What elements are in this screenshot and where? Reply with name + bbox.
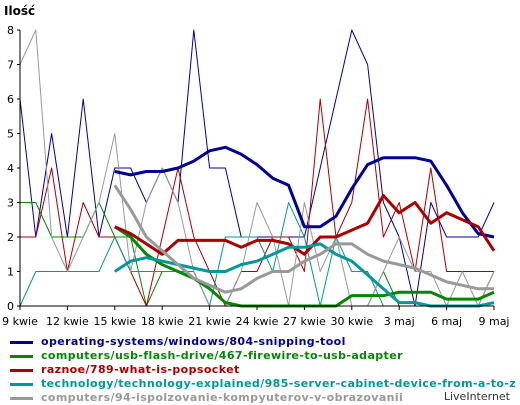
y-axis-label: Ilość — [4, 4, 36, 18]
legend-swatch — [10, 354, 33, 358]
legend-swatch — [10, 382, 33, 386]
axes — [17, 29, 495, 310]
series-lines — [19, 29, 496, 308]
legend-label: raznoe/789-what-is-popsocket — [41, 363, 240, 376]
legend-label: computers/usb-flash-drive/467-firewire-t… — [41, 349, 403, 362]
y-tick-label: 1 — [7, 266, 14, 279]
x-tick-label: 6 maj — [431, 315, 462, 328]
legend-item: technology/technology-explained/985-serv… — [10, 377, 516, 391]
series-line-avg — [114, 194, 496, 256]
legend-item: computers/usb-flash-drive/467-firewire-t… — [10, 349, 516, 363]
tick-labels: 0 1 2 3 4 5 6 7 8 9 kwie 12 kwie 15 kwie 18 kwie 21 k… — [2, 24, 509, 328]
legend-label: technology/technology-explained/985-serv… — [41, 377, 517, 390]
legend-swatch — [10, 340, 33, 344]
legend-swatch — [10, 368, 33, 372]
legend-label: operating-systems/windows/804-snipping-t… — [41, 335, 346, 348]
x-tick-label: 24 kwie — [236, 315, 279, 328]
line-chart: 0 1 2 3 4 5 6 7 8 9 kwie 12 kwie 15 kwie 18 kwie 21 k… — [2, 24, 509, 328]
x-tick-label: 9 maj — [478, 315, 509, 328]
y-tick-label: 0 — [7, 300, 14, 313]
y-tick-label: 7 — [7, 59, 14, 72]
y-tick-label: 8 — [7, 24, 14, 37]
legend-item: computers/94-ispolzovanie-kompyuterov-v-… — [10, 391, 516, 405]
legend-swatch — [10, 396, 33, 400]
series-line-avg — [114, 145, 495, 239]
y-tick-label: 4 — [7, 162, 14, 175]
x-tick-label: 18 kwie — [141, 315, 184, 328]
y-tick-label: 5 — [7, 128, 14, 141]
x-tick-label: 21 kwie — [188, 315, 231, 328]
x-tick-label: 3 maj — [384, 315, 415, 328]
series-line-avg — [113, 184, 494, 294]
x-tick-label: 30 kwie — [330, 315, 373, 328]
legend-item: operating-systems/windows/804-snipping-t… — [10, 335, 516, 349]
legend-item: raznoe/789-what-is-popsocket — [10, 363, 516, 377]
y-tick-label: 2 — [7, 231, 14, 244]
legend: operating-systems/windows/804-snipping-t… — [10, 335, 516, 405]
y-tick-label: 3 — [7, 197, 14, 210]
x-tick-label: 27 kwie — [283, 315, 326, 328]
x-tick-label: 9 kwie — [2, 315, 38, 328]
legend-label: computers/94-ispolzovanie-kompyuterov-v-… — [41, 391, 404, 404]
series-line-raw — [19, 29, 495, 307]
x-tick-label: 15 kwie — [93, 315, 136, 328]
series-line-raw — [19, 29, 495, 307]
x-tick-label: 12 kwie — [46, 315, 89, 328]
y-tick-label: 6 — [7, 93, 14, 106]
credit-label: LiveInternet — [443, 390, 510, 403]
